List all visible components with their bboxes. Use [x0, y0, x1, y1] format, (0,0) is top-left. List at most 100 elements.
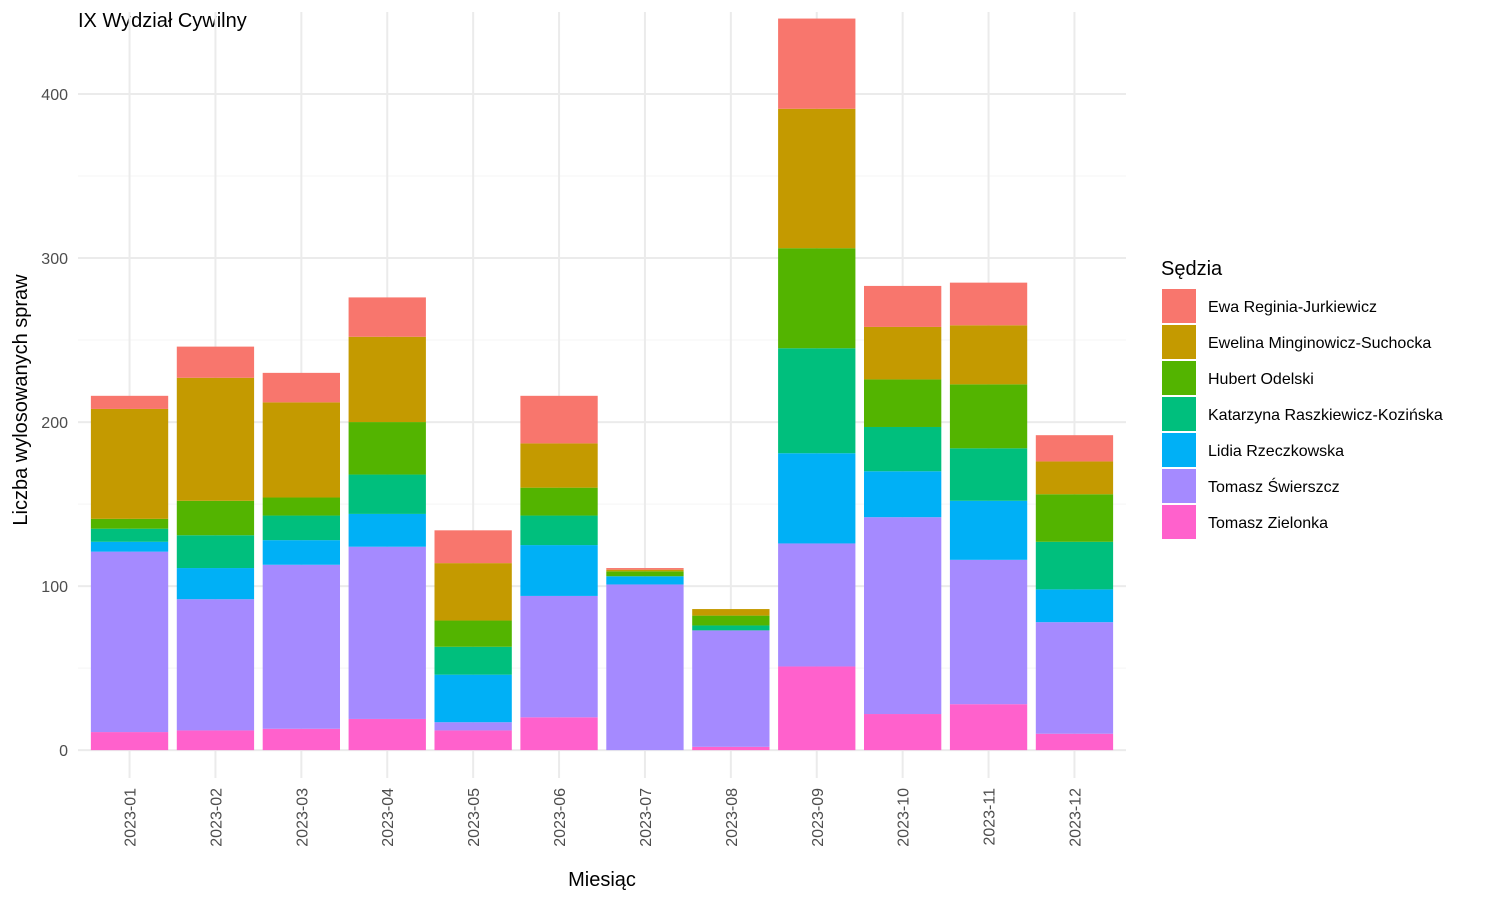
bar-segment [949, 500, 1028, 560]
bar-segment [90, 528, 169, 542]
bar-segment [864, 379, 942, 427]
bar-segment [949, 448, 1028, 501]
bar-segment [520, 443, 598, 488]
bar-segment [692, 615, 770, 626]
bar-segment [692, 609, 770, 616]
bar-segment [949, 384, 1028, 449]
bar-segment [90, 551, 169, 733]
x-tick-label: 2023-06 [552, 788, 569, 847]
bar-segment [434, 722, 512, 731]
bar-segment [692, 625, 770, 631]
bar-segment [864, 714, 942, 751]
x-tick-label: 2023-12 [1067, 788, 1084, 847]
legend-label: Ewelina Minginowicz-Suchocka [1208, 335, 1431, 352]
bar-segment [1035, 541, 1114, 590]
bar-segment [176, 568, 255, 600]
bar-segment [949, 559, 1028, 705]
bar-segment [176, 535, 255, 569]
x-tick-label: 2023-07 [638, 788, 655, 847]
legend-key [1162, 505, 1196, 539]
x-tick-label: 2023-09 [810, 788, 827, 847]
bar-segment [434, 730, 512, 751]
bar-segment [1035, 622, 1114, 734]
legend-items: Ewa Reginia-Jurkiewicz Ewelina Minginowic… [1162, 289, 1443, 539]
legend-label: Katarzyna Raszkiewicz-Kozińska [1208, 407, 1443, 424]
bar-segment [606, 584, 684, 751]
bar-segment [949, 325, 1028, 385]
legend-key [1162, 397, 1196, 431]
bar-segment [176, 500, 255, 536]
bar-segment [90, 541, 169, 552]
bar-segment [520, 595, 598, 718]
y-tick-label: 100 [41, 579, 68, 596]
x-tick-label: 2023-08 [724, 788, 741, 847]
bar-segment [348, 718, 426, 751]
x-tick-label: 2023-02 [208, 788, 225, 847]
x-axis-title: Miesiąc [568, 869, 636, 891]
bar-segment [1035, 435, 1114, 462]
bar-segment [434, 674, 512, 723]
bar-segment [262, 728, 340, 751]
bars [90, 18, 1114, 751]
y-axis-title: Liczba wylosowanych spraw [10, 274, 32, 526]
bar-segment [262, 515, 340, 541]
bar-segment [262, 564, 340, 729]
bar-segment [434, 646, 512, 675]
bar-segment [262, 497, 340, 516]
x-tick-label: 2023-05 [466, 788, 483, 847]
legend-title: Sędzia [1161, 258, 1223, 280]
bar-segment [864, 471, 942, 518]
y-tick-label: 300 [41, 251, 68, 268]
bar-segment [434, 530, 512, 564]
legend-key [1162, 325, 1196, 359]
bar-segment [864, 285, 942, 327]
x-tick-label: 2023-11 [982, 788, 999, 846]
bar-segment [348, 336, 426, 423]
bar-segment [692, 746, 770, 751]
y-tick-label: 200 [41, 415, 68, 432]
bar-segment [262, 402, 340, 498]
bar-segment [262, 372, 340, 403]
bar-segment [90, 395, 169, 409]
bar-segment [778, 18, 856, 109]
bar-segment [176, 599, 255, 731]
bar-segment [778, 108, 856, 249]
y-tick-label: 0 [59, 743, 68, 760]
bar-segment [1035, 461, 1114, 495]
bar-segment [778, 248, 856, 349]
x-tick-label: 2023-03 [294, 788, 311, 847]
x-tick-label: 2023-01 [123, 788, 140, 847]
bar-segment [434, 563, 512, 621]
legend-label: Hubert Odelski [1208, 371, 1314, 388]
legend-label: Lidia Rzeczkowska [1208, 443, 1344, 460]
bar-segment [692, 630, 770, 747]
legend-key [1162, 361, 1196, 395]
bar-segment [520, 487, 598, 516]
bar-segment [778, 453, 856, 544]
x-tick-label: 2023-04 [380, 788, 397, 847]
bar-segment [90, 732, 169, 751]
bar-segment [348, 513, 426, 547]
chart-title: IX Wydział Cywilny [78, 10, 247, 32]
bar-segment [949, 704, 1028, 751]
bar-segment [1035, 733, 1114, 751]
y-tick-label: 400 [41, 87, 68, 104]
bar-segment [434, 620, 512, 647]
legend-key [1162, 289, 1196, 323]
x-axis-ticks: 2023-01 2023-02 2023-03 2023-04 2023-05 2023-… [123, 788, 1085, 847]
bar-segment [90, 518, 169, 529]
bar-segment [1035, 589, 1114, 623]
bar-segment [778, 543, 856, 667]
bar-segment [348, 297, 426, 337]
legend-label: Tomasz Zielonka [1208, 515, 1328, 532]
legend: Sędzia Ewa Reginia-Jurkiewicz Ewelina Min… [1161, 258, 1443, 539]
bar-segment [1035, 494, 1114, 542]
bar-segment [348, 546, 426, 719]
legend-key [1162, 469, 1196, 503]
bar-segment [348, 474, 426, 514]
legend-label: Tomasz Świerszcz [1208, 477, 1340, 496]
legend-key [1162, 433, 1196, 467]
bar-segment [606, 576, 684, 585]
bar-segment [864, 426, 942, 472]
